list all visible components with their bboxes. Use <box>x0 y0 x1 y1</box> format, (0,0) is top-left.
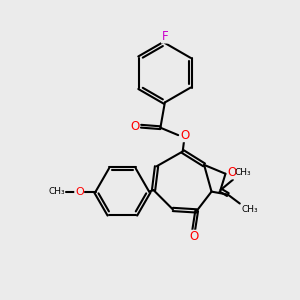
Text: O: O <box>75 187 84 196</box>
Text: CH₃: CH₃ <box>234 168 251 177</box>
Text: O: O <box>227 166 237 179</box>
Text: O: O <box>180 129 189 142</box>
Text: O: O <box>130 120 139 133</box>
Text: CH₃: CH₃ <box>49 187 65 196</box>
Text: O: O <box>189 230 198 243</box>
Text: F: F <box>161 30 168 43</box>
Text: CH₃: CH₃ <box>241 205 258 214</box>
